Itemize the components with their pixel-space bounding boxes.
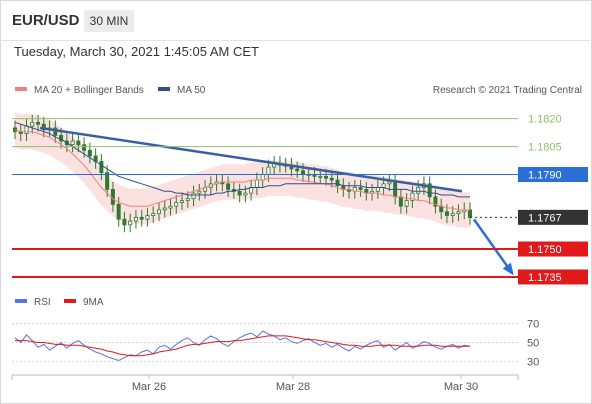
candle-body	[450, 213, 455, 216]
candle-body	[226, 183, 231, 190]
level-label-1.1750: 1.1750	[528, 244, 562, 256]
level-tag-1.1750	[518, 241, 588, 257]
time-tick-label: Mar 28	[276, 381, 310, 393]
price-plot	[12, 112, 514, 276]
candle-body	[162, 207, 167, 211]
candle-body	[24, 125, 29, 134]
legend-ma20: MA 20 + Bollinger Bands	[34, 85, 144, 96]
candle-body	[156, 209, 161, 215]
time-tick-label: Mar 30	[444, 381, 478, 393]
rsi-line	[14, 330, 471, 362]
candle-body	[404, 200, 409, 207]
candle-body	[168, 205, 173, 209]
rsi-9ma-line	[15, 335, 470, 357]
candle-body	[444, 211, 449, 216]
legend-9ma: 9MA	[83, 297, 104, 308]
candle-body	[76, 140, 81, 146]
candle-body	[416, 187, 421, 194]
candle-body	[243, 192, 248, 196]
ma50-line	[14, 121, 470, 198]
candle-body	[151, 213, 156, 216]
candle-body	[185, 198, 190, 201]
candle-body	[467, 209, 472, 218]
ma20-line	[14, 129, 470, 211]
projection-arrow-shaft	[472, 218, 514, 274]
level-label-1.1767: 1.1767	[528, 212, 562, 224]
candle-body	[174, 202, 179, 207]
candle-body	[180, 200, 185, 203]
trendline	[39, 126, 463, 193]
candle-body	[87, 149, 92, 157]
candle-body	[398, 196, 403, 207]
symbol-title: EUR/USD	[12, 12, 80, 29]
legend-rsi: RSI	[34, 297, 51, 308]
candle-body	[70, 140, 75, 146]
rsi-plot: 30 50 70	[12, 319, 539, 368]
rsi-tick-70: 70	[527, 319, 539, 331]
candle-body	[381, 183, 386, 188]
candle-body	[254, 179, 259, 188]
candle-body	[145, 215, 150, 220]
candle-body	[456, 211, 461, 215]
time-axis: Mar 26 Mar 28 Mar 30	[11, 374, 519, 393]
candle-body	[30, 121, 35, 127]
candle-body	[197, 190, 202, 194]
candle-body	[433, 196, 438, 207]
candle-body	[410, 192, 415, 201]
rsi-tick-30: 30	[527, 356, 539, 368]
candle-body	[318, 175, 323, 178]
level-tag-1.1767	[518, 209, 588, 225]
candle-body	[122, 218, 127, 226]
level-label-1.1790: 1.1790	[528, 170, 562, 182]
legend-swatch-ma20	[15, 87, 27, 91]
credit-text: Research © 2021 Trading Central	[433, 85, 582, 96]
candle-body	[300, 170, 305, 175]
candle-body	[139, 216, 144, 220]
candle-body	[116, 203, 121, 220]
candle-body	[335, 179, 340, 187]
candle-body	[237, 190, 242, 196]
chart-header: EUR/USD 30 MIN	[0, 0, 590, 41]
level-tag-1.1790	[518, 167, 588, 183]
candle-body	[329, 177, 334, 181]
candle-body	[110, 189, 115, 205]
candle-body	[99, 161, 104, 174]
candle-body	[266, 166, 271, 175]
candle-body	[36, 121, 41, 125]
candle-body	[387, 181, 392, 185]
legend-ma50: MA 50	[177, 85, 206, 96]
time-tick-label: Mar 26	[132, 381, 166, 393]
price-levels: 1.1820 1.1805 1.1790 1.1767 1.1750 1.1735	[12, 114, 588, 285]
candle-body	[128, 220, 133, 226]
legend-swatch-ma50	[158, 87, 170, 91]
level-label-1.1820: 1.1820	[528, 114, 562, 126]
level-tag-1.1735	[518, 269, 588, 285]
level-label-1.1735: 1.1735	[528, 272, 562, 284]
legend-swatch-9ma	[64, 299, 76, 303]
candle-body	[105, 172, 110, 190]
candle-body	[324, 175, 329, 179]
candle-body	[133, 216, 138, 222]
candle-body	[375, 187, 380, 192]
candle-body	[191, 192, 196, 200]
bollinger-band	[15, 112, 470, 228]
legend-swatch-rsi	[15, 299, 27, 303]
candle-body	[358, 187, 363, 190]
interval-button[interactable]: 30 MIN	[84, 10, 134, 32]
datetime-label: Tuesday, March 30, 2021 1:45:05 AM CET	[14, 44, 259, 59]
projection-arrow-head	[502, 262, 514, 276]
candle-body	[82, 144, 87, 151]
candle-body	[427, 183, 432, 198]
candle-body	[295, 168, 300, 172]
level-label-1.1805: 1.1805	[528, 142, 562, 154]
rsi-tick-50: 50	[527, 338, 539, 350]
